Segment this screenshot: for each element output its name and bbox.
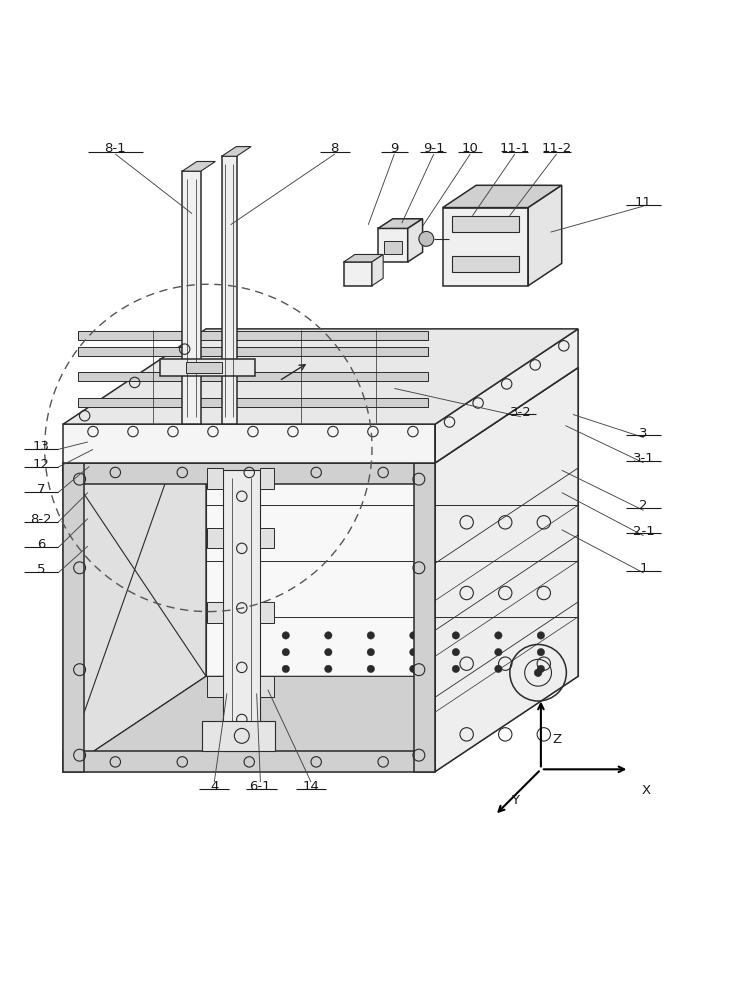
Polygon shape <box>344 262 372 286</box>
Polygon shape <box>260 602 274 623</box>
Bar <box>384 241 402 254</box>
Circle shape <box>240 648 247 656</box>
Bar <box>452 216 519 232</box>
Circle shape <box>282 665 289 673</box>
Polygon shape <box>207 468 223 489</box>
Polygon shape <box>207 676 223 697</box>
Circle shape <box>537 632 545 639</box>
Polygon shape <box>63 424 435 463</box>
Circle shape <box>367 648 374 656</box>
Text: 9-1: 9-1 <box>423 142 445 155</box>
Polygon shape <box>63 368 206 772</box>
Polygon shape <box>443 185 562 208</box>
Text: 8-1: 8-1 <box>104 142 126 155</box>
Circle shape <box>495 632 502 639</box>
Circle shape <box>495 665 502 673</box>
Text: 12: 12 <box>33 458 49 471</box>
Text: 13: 13 <box>33 440 49 453</box>
Polygon shape <box>160 359 255 376</box>
Polygon shape <box>443 208 528 286</box>
Text: 5: 5 <box>36 563 45 576</box>
Circle shape <box>324 632 332 639</box>
Polygon shape <box>78 347 428 356</box>
Text: 11-2: 11-2 <box>542 142 571 155</box>
Circle shape <box>419 231 434 246</box>
Polygon shape <box>435 368 578 772</box>
Polygon shape <box>222 147 251 156</box>
Text: 11: 11 <box>635 196 652 209</box>
Polygon shape <box>78 331 428 340</box>
Polygon shape <box>63 751 435 772</box>
Circle shape <box>452 632 460 639</box>
Polygon shape <box>207 602 223 623</box>
Polygon shape <box>435 329 578 463</box>
Text: X: X <box>641 784 650 797</box>
Polygon shape <box>378 228 408 262</box>
Circle shape <box>410 665 417 673</box>
Polygon shape <box>206 368 578 676</box>
Circle shape <box>367 632 374 639</box>
Polygon shape <box>182 161 216 171</box>
Text: 3: 3 <box>639 427 648 440</box>
Polygon shape <box>63 676 578 772</box>
Text: 3-1: 3-1 <box>632 452 655 465</box>
Polygon shape <box>372 254 383 286</box>
Polygon shape <box>202 721 275 751</box>
Text: 2-1: 2-1 <box>632 525 655 538</box>
Polygon shape <box>344 254 383 262</box>
Circle shape <box>452 648 460 656</box>
Text: 8: 8 <box>330 142 339 155</box>
Polygon shape <box>63 463 84 772</box>
Polygon shape <box>260 468 274 489</box>
Text: 8-2: 8-2 <box>30 513 52 526</box>
Polygon shape <box>414 463 435 772</box>
Circle shape <box>367 665 374 673</box>
Polygon shape <box>408 219 423 262</box>
Text: 6: 6 <box>36 538 45 551</box>
Circle shape <box>537 648 545 656</box>
Polygon shape <box>528 185 562 286</box>
Circle shape <box>410 648 417 656</box>
Circle shape <box>282 632 289 639</box>
Bar <box>186 362 222 373</box>
Polygon shape <box>78 372 428 381</box>
Text: 1: 1 <box>639 562 648 575</box>
Circle shape <box>537 665 545 673</box>
Circle shape <box>240 632 247 639</box>
Polygon shape <box>182 171 201 424</box>
Text: 11-1: 11-1 <box>500 142 530 155</box>
Circle shape <box>324 665 332 673</box>
Bar <box>452 256 519 272</box>
Text: 10: 10 <box>462 142 478 155</box>
Circle shape <box>410 632 417 639</box>
Text: 9: 9 <box>390 142 399 155</box>
Text: 7: 7 <box>36 483 45 496</box>
Text: Y: Y <box>511 794 519 807</box>
Polygon shape <box>78 398 428 407</box>
Polygon shape <box>63 329 578 424</box>
Circle shape <box>452 665 460 673</box>
Text: Z: Z <box>552 733 561 746</box>
Text: 2: 2 <box>639 499 648 512</box>
Polygon shape <box>63 463 435 484</box>
Polygon shape <box>207 528 223 548</box>
Polygon shape <box>222 156 237 424</box>
Polygon shape <box>260 528 274 548</box>
Text: 4: 4 <box>210 780 219 793</box>
Polygon shape <box>378 219 423 228</box>
Text: 3-2: 3-2 <box>510 406 532 419</box>
Circle shape <box>240 665 247 673</box>
Circle shape <box>324 648 332 656</box>
Text: 6-1: 6-1 <box>249 780 272 793</box>
Polygon shape <box>223 470 260 751</box>
Circle shape <box>495 648 502 656</box>
Polygon shape <box>63 368 578 463</box>
Text: 14: 14 <box>303 780 319 793</box>
Circle shape <box>282 648 289 656</box>
Polygon shape <box>260 676 274 697</box>
Circle shape <box>534 669 542 676</box>
